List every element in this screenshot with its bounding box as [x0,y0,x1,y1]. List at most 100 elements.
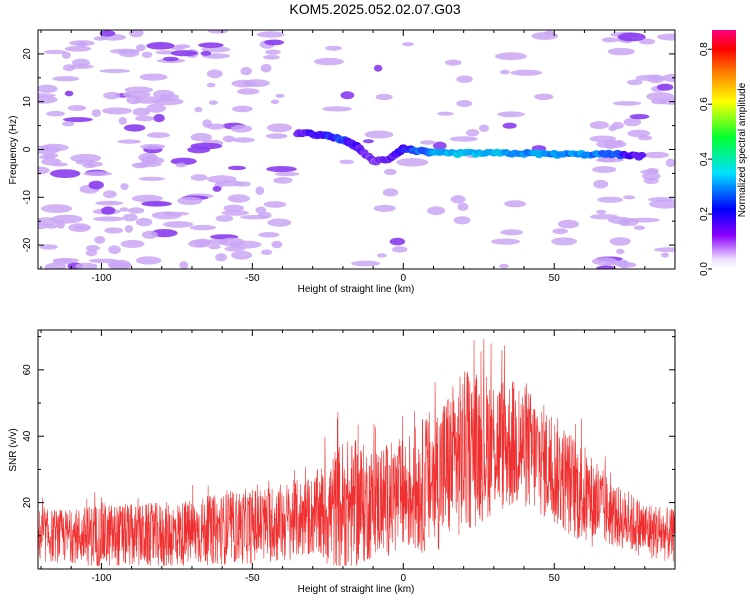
noise-blob [135,256,162,265]
noise-blob [500,229,523,236]
noise-blob [222,135,236,143]
noise-blob [140,143,166,150]
noise-blob [325,45,342,51]
noise-blob [265,133,288,139]
noise-blob [231,105,253,113]
noise-blob [266,166,297,173]
noise-blob [466,129,480,137]
noise-blob [626,79,643,86]
noise-blob [478,124,490,132]
noise-blob [190,142,223,150]
noise-blob [190,133,213,142]
noise-blob [208,244,221,250]
noise-blob [202,119,212,128]
noise-blob [101,107,132,115]
noise-blob [68,223,91,233]
noise-blob [104,227,124,234]
noise-blob [219,237,245,247]
noise-blob [495,52,527,61]
noise-blob [103,91,121,100]
noise-blob [122,213,138,222]
noise-blob [224,246,245,252]
noise-blob [208,100,218,105]
noise-blob [162,56,179,62]
noise-blob [266,123,293,133]
noise-blob [82,163,97,169]
noise-blob [46,110,65,117]
noise-blob [534,93,554,101]
noise-blob [72,58,90,67]
noise-blob [665,158,675,168]
noise-blob [239,215,270,220]
colorbar-tick-label: 0.2 [699,207,710,221]
noise-blob [200,50,212,56]
noise-blob [64,90,74,97]
noise-blob [264,39,284,46]
noise-blob [649,199,675,209]
noise-blob [377,253,387,258]
noise-blob [38,84,58,93]
noise-blob [557,219,580,229]
noise-blob [275,93,285,98]
noise-blob [502,122,517,129]
noise-blob [40,143,69,152]
colorbar-tick-label: 0.4 [699,152,710,166]
snr-frame [37,329,676,570]
noise-blob [61,51,71,59]
noise-blob [95,200,124,206]
noise-blob [124,225,133,233]
noise-blob [135,217,153,227]
noise-blob [108,245,121,255]
noise-blob [119,207,129,212]
noise-blob [591,257,618,266]
noise-blob [194,106,203,113]
noise-blob [593,179,609,189]
noise-blob [273,177,293,184]
noise-blob [375,93,393,101]
noise-blob [38,223,49,230]
noise-blob [607,47,635,56]
noise-blob [85,249,98,257]
noise-blob [152,98,184,106]
noise-blob [552,228,568,235]
noise-blob [221,209,249,216]
noise-blob [661,252,669,258]
noise-blob [623,117,642,127]
colorbar-tick-label: 0.0 [699,262,710,276]
noise-blob [262,54,280,60]
noise-blob [274,171,300,177]
noise-blob [263,201,287,208]
noise-blob [170,157,197,165]
noise-blob [256,31,285,38]
noise-blob [615,139,624,147]
noise-blob [596,209,607,215]
noise-blob [62,121,75,127]
noise-blob [142,230,158,239]
noise-blob [643,177,659,184]
noise-blob [261,249,273,255]
noise-blob [265,49,281,55]
noise-blob [118,117,127,125]
noise-blob [444,59,462,66]
noise-blob [656,83,674,91]
noise-blob [43,49,67,55]
noise-blob [39,244,58,250]
noise-blob [623,195,636,200]
noise-blob [589,121,609,130]
noise-blob [43,152,58,159]
noise-blob [497,111,525,118]
noise-blob [373,64,383,72]
noise-blob [126,95,142,105]
noise-blob [206,82,216,88]
noise-blob [592,166,617,173]
noise-blob [177,196,203,205]
noise-blob [629,114,650,120]
noise-blob [139,73,168,81]
noise-blob [612,101,642,106]
noise-blob [141,201,173,207]
noise-blob [236,88,260,95]
noise-blob [389,237,406,246]
colorbar-title: Normalized spectral amplitude [737,82,748,217]
noise-blob [131,194,163,203]
